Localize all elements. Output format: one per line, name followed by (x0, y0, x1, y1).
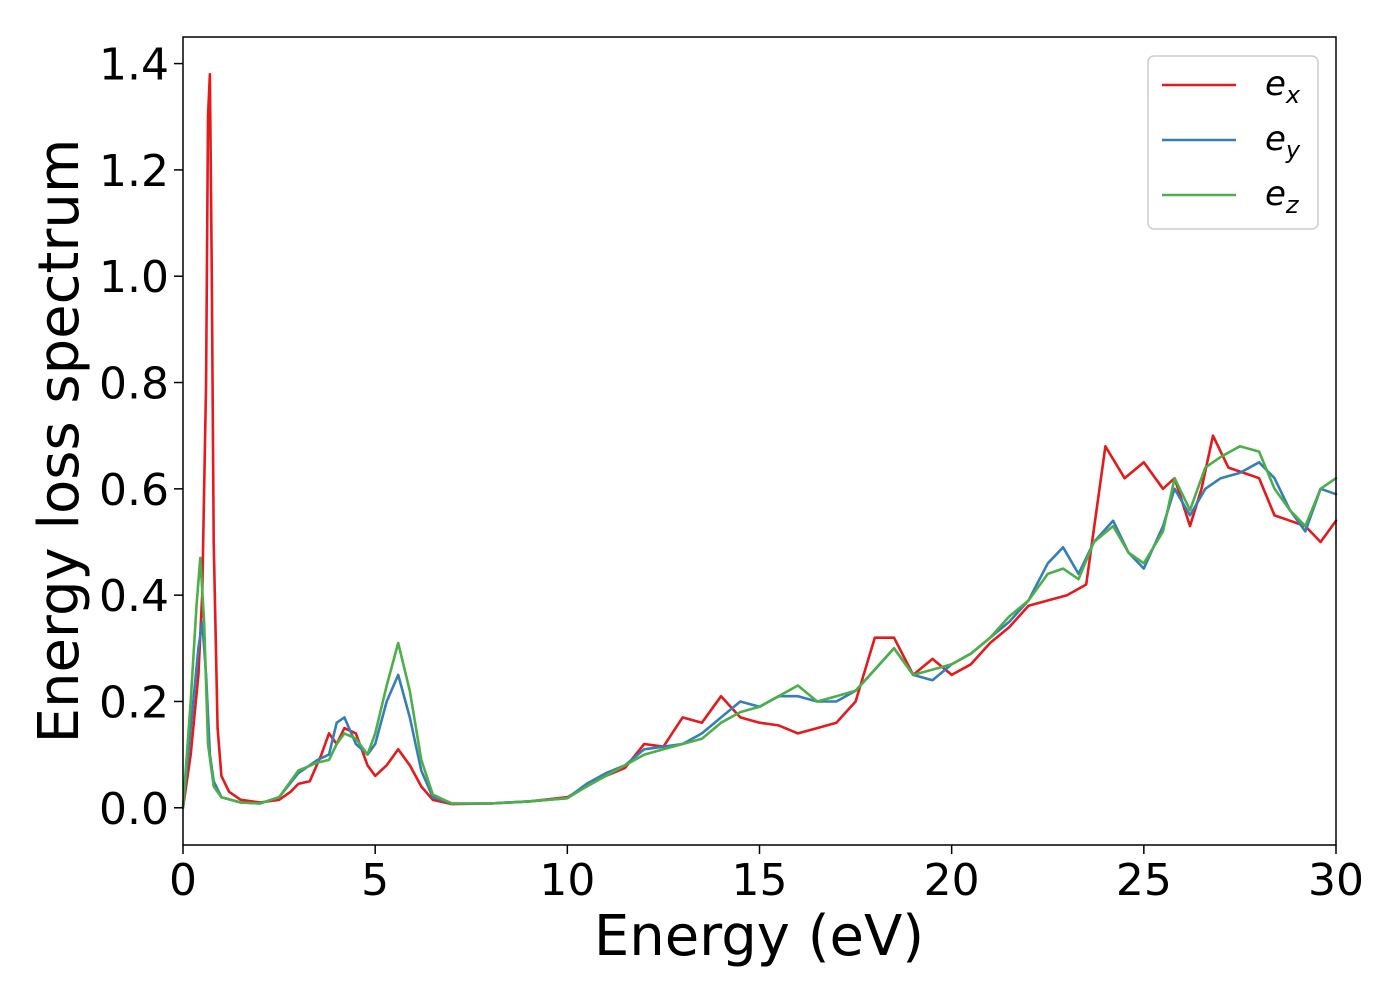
series-line-e-z (181, 445, 1338, 810)
x-tick-label: 15 (732, 855, 788, 906)
x-tick-label: 25 (1116, 855, 1172, 906)
x-axis: 0 5 10 15 20 25 30 (169, 845, 1364, 906)
y-tick-label: 0.4 (99, 571, 169, 622)
x-tick-label: 10 (539, 855, 595, 906)
plot-lines (181, 72, 1338, 810)
x-tick-label: 30 (1308, 855, 1364, 906)
x-tick-label: 5 (361, 855, 389, 906)
y-tick-label: 0.6 (99, 465, 169, 516)
y-tick-label: 0.0 (99, 784, 169, 835)
y-axis-label: Energy loss spectrum (27, 139, 92, 744)
x-tick-label: 0 (169, 855, 197, 906)
x-axis-label: Energy (eV) (594, 904, 924, 969)
y-tick-label: 1.0 (99, 252, 169, 303)
x-tick-label: 20 (924, 855, 980, 906)
legend-box (1147, 55, 1319, 230)
y-tick-label: 1.4 (99, 40, 169, 91)
legend: ex ey ez (1147, 55, 1319, 230)
series-line-e-y (181, 461, 1338, 810)
legend-label: ez (1265, 174, 1300, 219)
y-axis: 0.0 0.2 0.4 0.6 0.8 1.0 1.2 1.4 (99, 40, 183, 835)
y-tick-label: 1.2 (99, 146, 169, 197)
y-tick-label: 0.8 (99, 359, 169, 410)
legend-label: ey (1265, 119, 1301, 164)
y-tick-label: 0.2 (99, 677, 169, 728)
legend-label: ex (1265, 64, 1301, 109)
